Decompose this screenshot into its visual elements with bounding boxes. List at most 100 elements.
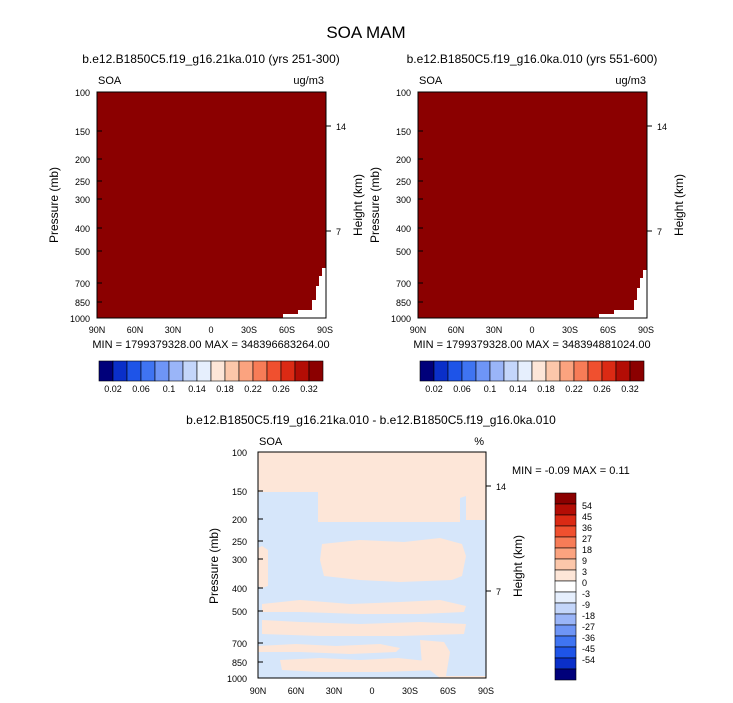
colorbar-label: 0.02 (104, 384, 122, 394)
y-tick-label: 500 (75, 247, 90, 257)
colorbar-swatch (419, 360, 435, 382)
panel-3-y-ticks: 100 150 200 250 300 400 500 700 850 1000 (227, 448, 247, 684)
panel-1-colorbar-labels: 0.02 0.06 0.1 0.14 0.18 0.22 0.26 0.32 (104, 384, 318, 394)
colorbar-swatch (554, 591, 577, 604)
y-tick-label: 400 (232, 584, 247, 594)
colorbar-label: 0.1 (484, 384, 497, 394)
colorbar-label: 9 (582, 556, 587, 566)
x-tick-label: 60S (279, 325, 295, 335)
panel-2-x-ticks: 90N 60N 30N 0 30S 60S 90S (410, 325, 654, 335)
colorbar-label: 27 (582, 534, 592, 544)
y-tick-label: 700 (75, 279, 90, 289)
y-tick-label: 400 (75, 224, 90, 234)
x-tick-label: 0 (369, 686, 374, 696)
colorbar-swatch (554, 580, 577, 593)
panel-2-y-tick-marks (418, 91, 423, 319)
y-tick-label: 200 (75, 155, 90, 165)
y-tick-label: 700 (232, 639, 247, 649)
colorbar-swatch (629, 360, 645, 382)
colorbar-swatch (154, 360, 170, 382)
panel-2-colorbar-labels: 0.02 0.06 0.1 0.14 0.18 0.22 0.26 0.32 (425, 384, 639, 394)
colorbar-swatch (554, 668, 577, 681)
panel-2-frame (417, 91, 648, 319)
y-tick-label: 150 (396, 127, 411, 137)
colorbar-label: 0 (582, 578, 587, 588)
y-tick-label: 700 (396, 279, 411, 289)
colorbar-swatch (168, 360, 184, 382)
colorbar-swatch (126, 360, 142, 382)
colorbar-swatch (280, 360, 296, 382)
panel-1-variable-label: SOA (98, 75, 122, 87)
panel-1: b.e12.B1850C5.f19_g16.21ka.010 (yrs 251-… (47, 52, 365, 394)
colorbar-swatch (98, 360, 114, 382)
colorbar-label: 0.32 (300, 384, 318, 394)
positive-band (320, 538, 466, 582)
colorbar-label: 0.22 (244, 384, 262, 394)
right-tick-label: 7 (657, 227, 662, 237)
x-tick-label: 30N (165, 325, 182, 335)
panel-3-colorbar: 54 45 36 27 18 9 3 0 -3 -9 -18 -27 -36 -… (554, 492, 595, 681)
panel-2-colorbar: 0.02 0.06 0.1 0.14 0.18 0.22 0.26 0.32 (419, 360, 645, 394)
y-tick-label: 1000 (227, 674, 247, 684)
panel-1-y-axis-label: Pressure (mb) (47, 167, 61, 243)
panel-2-surface-mask (599, 270, 647, 318)
x-tick-label: 60N (448, 325, 465, 335)
colorbar-swatch (182, 360, 198, 382)
colorbar-swatch (196, 360, 212, 382)
colorbar-label: 0.22 (565, 384, 583, 394)
colorbar-swatch (252, 360, 268, 382)
x-tick-label: 90S (638, 325, 654, 335)
y-tick-label: 850 (232, 658, 247, 668)
panel-2-right-axis-label: Height (km) (672, 174, 686, 236)
colorbar-swatch (447, 360, 463, 382)
panel-1-units-label: ug/m3 (293, 75, 324, 87)
panel-1-y-ticks: 100 150 200 250 300 400 500 700 850 1000 (70, 88, 90, 324)
colorbar-swatch (294, 360, 310, 382)
panel-3-right-axis-label: Height (km) (511, 535, 525, 597)
colorbar-swatch (475, 360, 491, 382)
y-tick-label: 400 (396, 224, 411, 234)
panel-1-right-axis-label: Height (km) (351, 174, 365, 236)
y-tick-label: 100 (396, 88, 411, 98)
colorbar-label: 0.1 (163, 384, 176, 394)
x-tick-label: 90N (410, 325, 427, 335)
colorbar-swatch (554, 503, 577, 516)
panel-2-field (418, 92, 647, 318)
positive-band (420, 640, 486, 678)
y-tick-label: 250 (232, 537, 247, 547)
colorbar-swatch (573, 360, 589, 382)
colorbar-label: 0.18 (216, 384, 234, 394)
figure-title: SOA MAM (326, 23, 405, 42)
colorbar-label: -3 (582, 589, 590, 599)
panel-3-colorbar-labels: 54 45 36 27 18 9 3 0 -3 -9 -18 -27 -36 -… (582, 501, 595, 665)
colorbar-label: 18 (582, 545, 592, 555)
y-tick-label: 150 (75, 127, 90, 137)
colorbar-swatch (559, 360, 575, 382)
panel-3-stats: MIN = -0.09 MAX = 0.11 (512, 465, 630, 477)
colorbar-swatch (308, 360, 324, 382)
y-tick-label: 100 (75, 88, 90, 98)
colorbar-label: -27 (582, 622, 595, 632)
colorbar-label: 0.06 (132, 384, 150, 394)
colorbar-label: 3 (582, 567, 587, 577)
colorbar-swatch (554, 613, 577, 626)
colorbar-swatch (554, 536, 577, 549)
y-tick-label: 300 (396, 195, 411, 205)
x-tick-label: 30S (402, 686, 418, 696)
colorbar-swatch (531, 360, 547, 382)
x-tick-label: 30S (241, 325, 257, 335)
colorbar-swatch (615, 360, 631, 382)
panel-2-title: b.e12.B1850C5.f19_g16.0ka.010 (yrs 551-6… (407, 52, 658, 66)
x-tick-label: 90N (89, 325, 106, 335)
panel-1-x-ticks: 90N 60N 30N 0 30S 60S 90S (89, 325, 333, 335)
panel-1-right-axis: 14 7 Height (km) (326, 122, 365, 237)
y-tick-label: 850 (75, 298, 90, 308)
right-tick-label: 7 (336, 227, 341, 237)
y-tick-label: 500 (232, 607, 247, 617)
x-tick-label: 60N (127, 325, 144, 335)
positive-band (258, 644, 400, 654)
panel-2-right-axis: 14 7 Height (km) (647, 122, 686, 237)
y-tick-label: 300 (232, 555, 247, 565)
colorbar-swatch (503, 360, 519, 382)
colorbar-swatch (587, 360, 603, 382)
